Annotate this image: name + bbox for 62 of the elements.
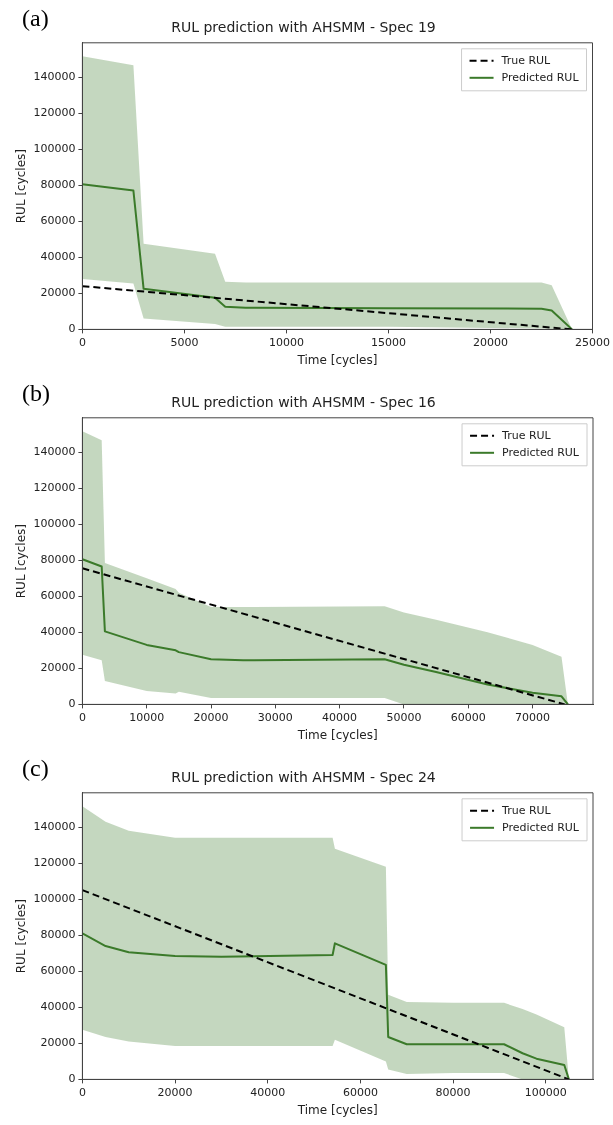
y-tick-label: 120000 <box>33 480 76 494</box>
legend-label: True RUL <box>501 428 552 442</box>
x-tick-label: 70000 <box>515 710 551 724</box>
y-tick-label: 40000 <box>40 250 76 264</box>
x-tick-label: 0 <box>78 1085 86 1099</box>
chart-title: RUL prediction with AHSMM - Spec 24 <box>171 769 436 786</box>
y-axis-title: RUL [cycles] <box>14 898 29 974</box>
y-tick-label: 140000 <box>33 819 76 833</box>
y-tick-label: 140000 <box>33 69 76 83</box>
y-tick-label: 40000 <box>40 625 76 639</box>
y-tick-label: 20000 <box>40 661 76 675</box>
y-tick-label: 20000 <box>40 286 76 300</box>
x-tick-label: 25000 <box>575 335 610 349</box>
y-tick-label: 120000 <box>33 855 76 869</box>
chart-title: RUL prediction with AHSMM - Spec 16 <box>171 394 436 411</box>
y-axis-title: RUL [cycles] <box>14 148 29 224</box>
text: (a) <box>22 5 49 32</box>
y-tick-label: 100000 <box>33 142 76 156</box>
y-tick-label: 20000 <box>40 1036 76 1050</box>
y-tick-label: 60000 <box>40 214 76 228</box>
y-tick-label: 140000 <box>33 444 76 458</box>
y-tick-label: 100000 <box>33 892 76 906</box>
x-tick-label: 20000 <box>472 335 508 349</box>
x-tick-label: 60000 <box>342 1085 378 1099</box>
x-tick-label: 20000 <box>157 1085 193 1099</box>
legend-label: Predicted RUL <box>502 445 580 459</box>
text: (b) <box>22 380 50 407</box>
x-tick-label: 100000 <box>524 1085 567 1099</box>
y-tick-label: 60000 <box>40 964 76 978</box>
y-tick-label: 80000 <box>40 553 76 567</box>
x-axis-title: Time [cycles] <box>296 727 378 742</box>
x-tick-label: 20000 <box>193 710 229 724</box>
y-tick-label: 120000 <box>33 105 76 119</box>
y-tick-label: 80000 <box>40 928 76 942</box>
x-tick-label: 15000 <box>370 335 406 349</box>
y-tick-label: 0 <box>68 1072 76 1086</box>
y-axis-title: RUL [cycles] <box>14 523 29 599</box>
x-tick-label: 10000 <box>268 335 304 349</box>
x-axis-title: Time [cycles] <box>296 352 378 367</box>
x-tick-label: 0 <box>78 710 86 724</box>
y-tick-label: 80000 <box>40 178 76 192</box>
x-tick-label: 40000 <box>322 710 358 724</box>
x-axis-title: Time [cycles] <box>296 1102 378 1117</box>
legend-label: True RUL <box>500 53 552 67</box>
legend-label: True RUL <box>501 803 552 817</box>
x-tick-label: 50000 <box>386 710 422 724</box>
x-tick-label: 10000 <box>129 710 165 724</box>
chart-title: RUL prediction with AHSMM - Spec 19 <box>171 19 436 36</box>
y-tick-label: 40000 <box>40 1000 76 1014</box>
legend-label: Predicted RUL <box>501 70 580 84</box>
x-tick-label: 30000 <box>257 710 293 724</box>
text: (c) <box>22 755 49 782</box>
x-tick-label: 80000 <box>435 1085 471 1099</box>
y-tick-label: 0 <box>68 322 76 336</box>
x-tick-label: 60000 <box>450 710 486 724</box>
y-tick-label: 60000 <box>40 589 76 603</box>
x-tick-label: 40000 <box>250 1085 286 1099</box>
x-tick-label: 0 <box>78 335 86 349</box>
legend-label: Predicted RUL <box>502 820 580 834</box>
y-tick-label: 0 <box>68 697 76 711</box>
x-tick-label: 5000 <box>170 335 199 349</box>
y-tick-label: 100000 <box>33 517 76 531</box>
